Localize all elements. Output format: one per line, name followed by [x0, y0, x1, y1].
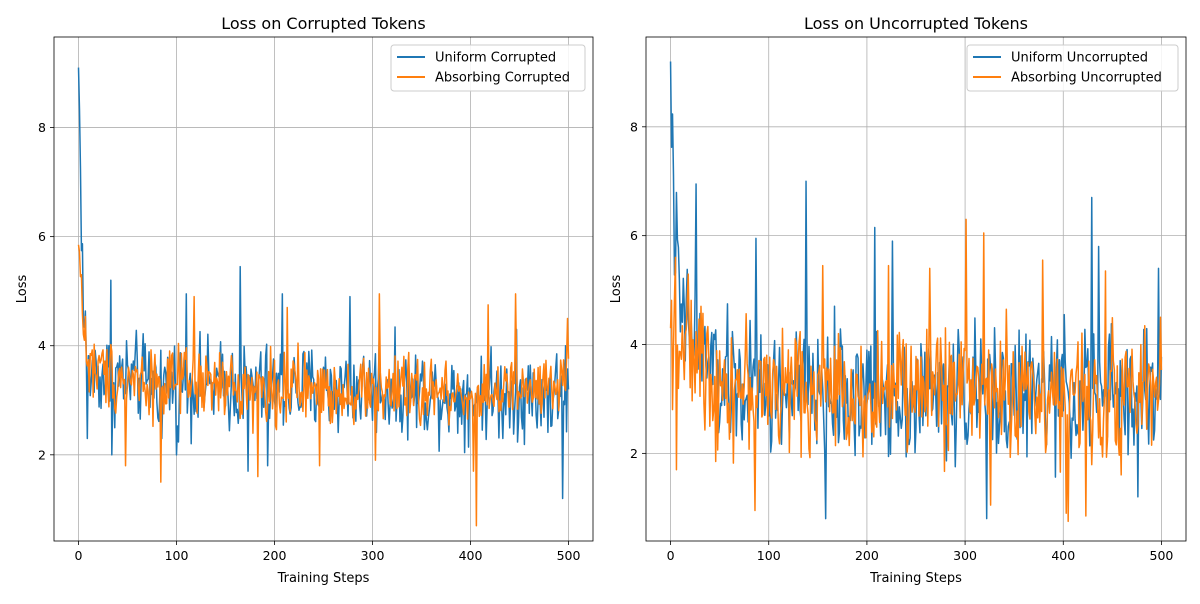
- x-axis-label: Training Steps: [277, 571, 370, 586]
- legend: Uniform Corrupted Absorbing Corrupted: [390, 44, 586, 92]
- chart-title: Loss on Corrupted Tokens: [221, 14, 426, 33]
- y-axis-label: Loss: [15, 275, 30, 304]
- x-tick-label: 300: [361, 548, 385, 563]
- chart-panel-2: 0 100 200 300 400 500 2 4 6 8 Loss on Uncorrupted …: [609, 14, 1187, 586]
- axes-frame: [53, 36, 594, 542]
- plot-area: [646, 37, 1186, 541]
- y-tick-label: 8: [38, 120, 46, 135]
- legend-label-2: Absorbing Corrupted: [435, 71, 570, 86]
- x-tick-label: 500: [557, 548, 581, 563]
- x-axis-label: Training Steps: [869, 571, 962, 586]
- x-tick-label: 200: [855, 548, 879, 563]
- y-tick-label: 4: [38, 338, 46, 353]
- legend-label-1: Uniform Corrupted: [435, 51, 556, 66]
- x-tick-label: 300: [953, 548, 977, 563]
- legend: Uniform Uncorrupted Absorbing Uncorrupted: [966, 44, 1179, 92]
- x-tick-label: 100: [165, 548, 189, 563]
- x-tick-label: 0: [75, 548, 83, 563]
- y-tick-label: 2: [38, 447, 46, 462]
- y-axis-label: Loss: [609, 275, 624, 304]
- axes-frame: [645, 36, 1187, 542]
- y-tick-label: 6: [38, 229, 46, 244]
- chart-panel-1: 0 100 200 300 400 500 2 4 6 8 Loss on Corrupted To…: [15, 14, 594, 586]
- x-tick-label: 100: [757, 548, 781, 563]
- plot-area: [54, 37, 593, 541]
- y-tick-label: 4: [630, 337, 638, 352]
- x-tick-label: 200: [263, 548, 287, 563]
- y-tick-label: 6: [630, 228, 638, 243]
- legend-label-1: Uniform Uncorrupted: [1011, 51, 1148, 66]
- x-tick-label: 0: [667, 548, 675, 563]
- x-tick-label: 400: [459, 548, 483, 563]
- x-tick-label: 400: [1051, 548, 1075, 563]
- y-tick-label: 2: [630, 446, 638, 461]
- legend-box: [966, 44, 1179, 92]
- chart-title: Loss on Uncorrupted Tokens: [804, 14, 1028, 33]
- series-line-2: [669, 218, 1163, 523]
- legend-box: [390, 44, 586, 92]
- legend-label-2: Absorbing Uncorrupted: [1011, 71, 1162, 86]
- x-tick-label: 500: [1150, 548, 1174, 563]
- y-tick-label: 8: [630, 119, 638, 134]
- series-line-2: [77, 244, 570, 527]
